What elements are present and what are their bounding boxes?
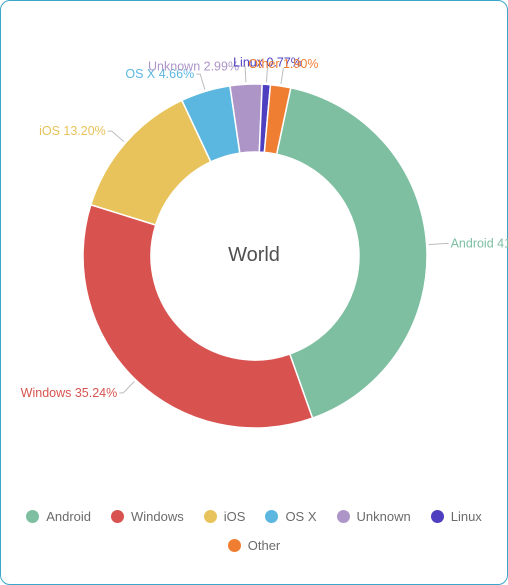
legend-label: OS X [285, 509, 316, 524]
donut-chart-svg: Android 41.24%Windows 35.24%iOS 13.20%OS… [1, 1, 508, 501]
legend-item-ios[interactable]: iOS [204, 509, 246, 524]
leader-line [196, 74, 205, 89]
legend-label: Windows [131, 509, 184, 524]
legend-swatch [111, 510, 124, 523]
legend: Android Windows iOS OS X Unknown Linux Other [1, 501, 507, 567]
slice-label-ios: iOS 13.20% [39, 124, 106, 138]
slice-label-other: Other 1.90% [248, 57, 318, 71]
legend-swatch [228, 539, 241, 552]
slice-label-android: Android 41.24% [451, 237, 508, 251]
legend-swatch [431, 510, 444, 523]
legend-label: Android [46, 509, 91, 524]
legend-label: Unknown [357, 509, 411, 524]
legend-swatch [337, 510, 350, 523]
legend-swatch [204, 510, 217, 523]
legend-item-other[interactable]: Other [228, 538, 281, 553]
legend-item-android[interactable]: Android [26, 509, 91, 524]
slice-label-unknown: Unknown 2.99% [148, 59, 239, 73]
slice-android[interactable] [277, 88, 427, 418]
legend-item-os-x[interactable]: OS X [265, 509, 316, 524]
slice-windows[interactable] [83, 205, 313, 428]
legend-label: Other [248, 538, 281, 553]
leader-line [119, 381, 134, 393]
legend-label: iOS [224, 509, 246, 524]
legend-item-linux[interactable]: Linux [431, 509, 482, 524]
legend-label: Linux [451, 509, 482, 524]
chart-card: Android 41.24% Windows 35.24% iOS 13.20% OS… [0, 0, 508, 585]
legend-swatch [26, 510, 39, 523]
leader-line [429, 244, 449, 245]
legend-item-unknown[interactable]: Unknown [337, 509, 411, 524]
legend-item-windows[interactable]: Windows [111, 509, 184, 524]
slice-label-windows: Windows 35.24% [21, 386, 118, 400]
leader-line [108, 131, 124, 142]
legend-swatch [265, 510, 278, 523]
